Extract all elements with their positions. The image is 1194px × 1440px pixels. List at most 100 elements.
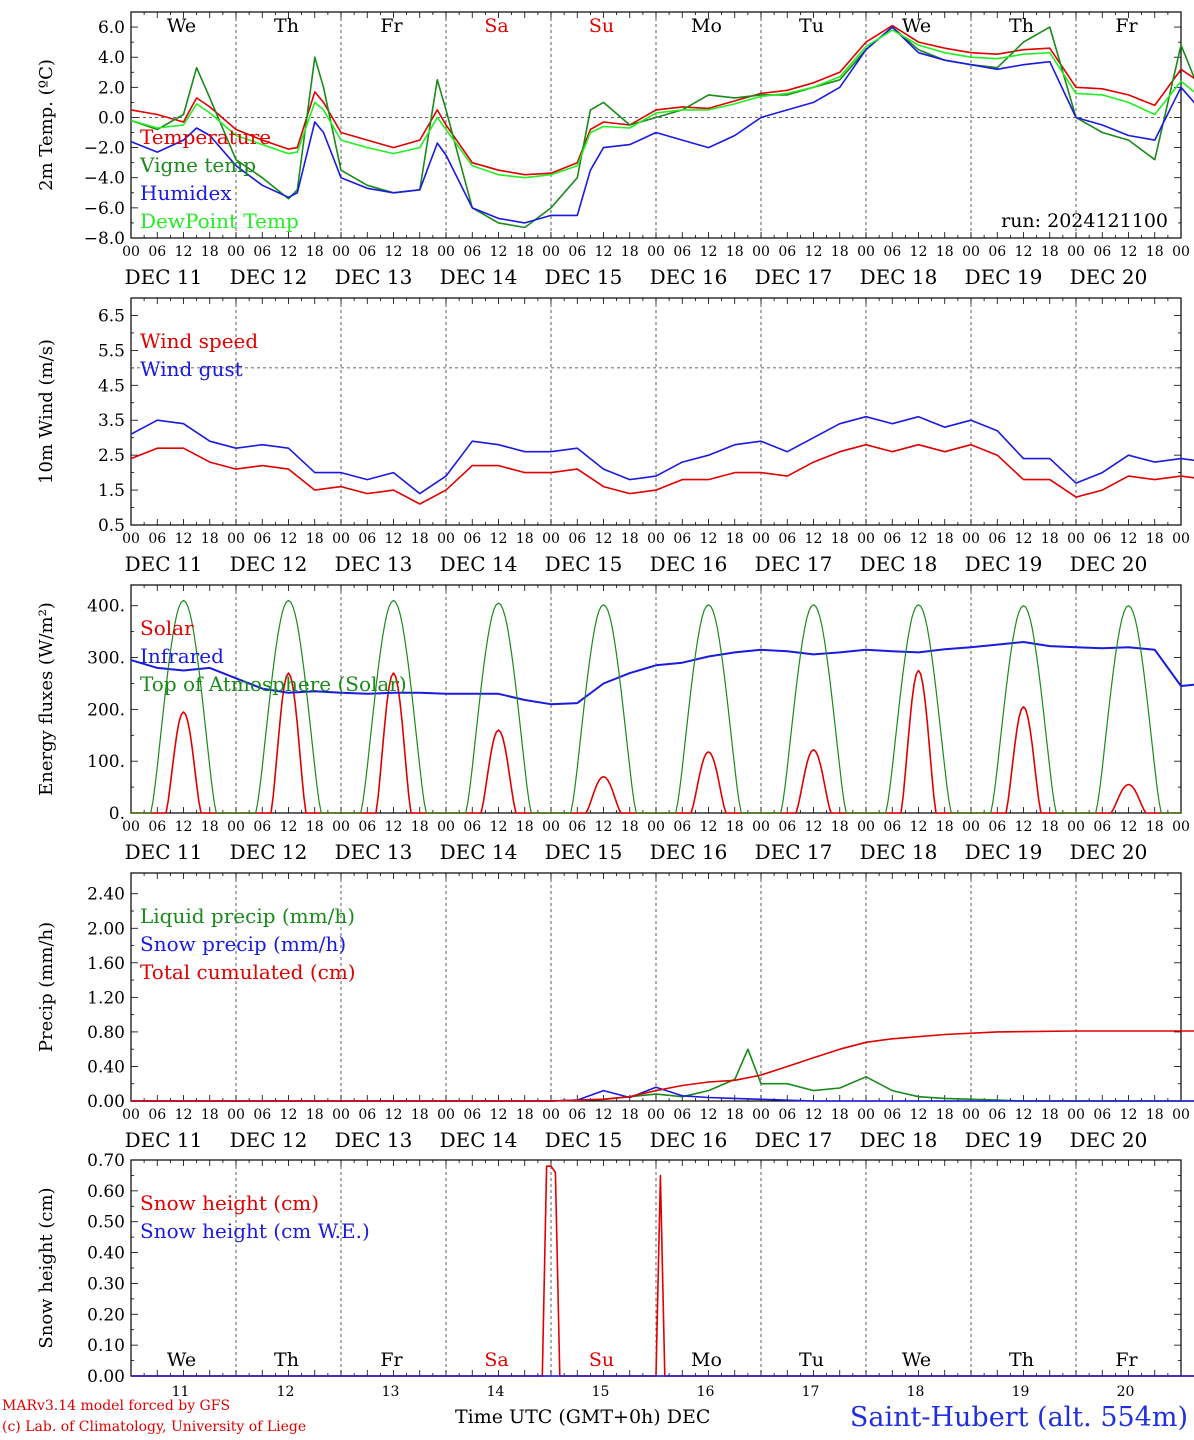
x-hour-label: 06: [253, 819, 271, 835]
x-day-label: DEC 15: [545, 1128, 623, 1152]
y-tick-label: 0.50: [87, 1213, 125, 1233]
y-tick-label: −6.0: [84, 199, 125, 219]
x-day-label: DEC 11: [125, 1128, 203, 1152]
x-day-label: DEC 11: [125, 840, 203, 864]
weekday-label: Sa: [484, 1349, 508, 1371]
y-tick-label: 1.60: [87, 954, 125, 974]
x-hour-label: 12: [1015, 244, 1033, 260]
panel-4: 0.00 0.40 0.80 1.20 1.60 2.00 2.40 Precip (mm/h…: [36, 872, 1194, 1152]
x-hour-label: 06: [253, 1107, 271, 1123]
x-day-label: DEC 19: [965, 552, 1043, 576]
x-hour-label: 06: [778, 244, 796, 260]
x-hour-label: 06: [358, 244, 376, 260]
x-hour-label: 00: [542, 244, 560, 260]
x-hour-label: 00: [1172, 819, 1190, 835]
x-hour-label: 18: [936, 1107, 954, 1123]
y-tick-label: 0.00: [87, 1367, 125, 1387]
x-day-number: 14: [487, 1384, 505, 1400]
x-hour-label: 06: [568, 819, 586, 835]
x-hour-label: 06: [568, 1107, 586, 1123]
x-hour-label: 12: [805, 1107, 823, 1123]
legend-entry: Solar: [140, 616, 194, 640]
x-hour-label: 00: [647, 531, 665, 547]
x-hour-label: 18: [516, 244, 534, 260]
x-hour-label: 06: [988, 819, 1006, 835]
x-hour-label: 00: [752, 244, 770, 260]
x-hour-label: 00: [542, 819, 560, 835]
y-tick-label: 0.40: [87, 1057, 125, 1077]
x-day-number: 11: [172, 1384, 190, 1400]
x-hour-label: 06: [568, 531, 586, 547]
y-tick-label: 400.: [87, 597, 125, 617]
x-day-number: 20: [1117, 1384, 1135, 1400]
y-tick-label: 1.5: [98, 481, 125, 501]
x-hour-label: 00: [122, 1107, 140, 1123]
x-hour-label: 06: [778, 1107, 796, 1123]
x-hour-label: 06: [463, 1107, 481, 1123]
x-hour-label: 12: [1015, 819, 1033, 835]
x-day-label: DEC 20: [1070, 552, 1148, 576]
series-liquid-precip-mm-h-: [131, 1048, 1194, 1102]
x-hour-label: 00: [857, 531, 875, 547]
x-hour-label: 12: [280, 819, 298, 835]
x-hour-label: 18: [516, 819, 534, 835]
x-hour-label: 12: [595, 1107, 613, 1123]
x-hour-label: 06: [358, 1107, 376, 1123]
legend-entry: Wind speed: [140, 329, 258, 353]
x-day-label: DEC 13: [335, 265, 413, 289]
x-hour-label: 06: [463, 244, 481, 260]
x-hour-label: 06: [988, 531, 1006, 547]
x-hour-label: 12: [175, 531, 193, 547]
x-day-label: DEC 20: [1070, 1128, 1148, 1152]
x-hour-label: 00: [1067, 819, 1085, 835]
x-hour-label: 12: [700, 1107, 718, 1123]
x-hour-label: 18: [1041, 819, 1059, 835]
y-tick-label: 2.40: [87, 885, 125, 905]
x-hour-label: 00: [437, 531, 455, 547]
legend-entry: Snow height (cm W.E.): [140, 1219, 370, 1243]
x-hour-label: 06: [883, 244, 901, 260]
panel-5: 0.00 0.10 0.20 0.30 0.40 0.50 0.60 0.70 Snow hei…: [36, 1151, 1194, 1400]
x-hour-label: 06: [1093, 531, 1111, 547]
x-hour-label: 00: [962, 244, 980, 260]
x-day-label: DEC 13: [335, 840, 413, 864]
x-day-label: DEC 18: [860, 265, 938, 289]
y-tick-label: 0.80: [87, 1023, 125, 1043]
x-hour-label: 18: [726, 1107, 744, 1123]
x-hour-label: 18: [831, 1107, 849, 1123]
weekday-label: Tu: [799, 15, 824, 37]
weekday-label: Tu: [799, 1349, 824, 1371]
x-hour-label: 18: [1041, 531, 1059, 547]
legend-entry: Total cumulated (cm): [140, 960, 356, 984]
x-hour-label: 12: [1120, 1107, 1138, 1123]
x-hour-label: 00: [122, 531, 140, 547]
panel-2: 0.5 1.5 2.5 3.5 4.5 5.5 6.5 10m Wind (m/s) Wind …: [36, 297, 1194, 576]
legend-entry: Humidex: [140, 181, 232, 205]
x-day-label: DEC 20: [1070, 265, 1148, 289]
x-hour-label: 06: [148, 244, 166, 260]
x-hour-label: 18: [1041, 244, 1059, 260]
legend-entry: Infrared: [140, 644, 224, 668]
weekday-label: Fr: [1115, 15, 1138, 37]
x-hour-label: 06: [883, 531, 901, 547]
x-day-number: 12: [277, 1384, 295, 1400]
x-hour-label: 12: [175, 819, 193, 835]
x-hour-label: 00: [332, 819, 350, 835]
x-day-number: 16: [697, 1384, 715, 1400]
x-hour-label: 18: [936, 819, 954, 835]
x-hour-label: 06: [778, 531, 796, 547]
x-hour-label: 06: [148, 819, 166, 835]
x-hour-label: 00: [332, 531, 350, 547]
x-hour-label: 00: [647, 244, 665, 260]
weekday-label: Su: [589, 1349, 614, 1371]
x-day-label: DEC 16: [650, 840, 728, 864]
x-day-number: 13: [382, 1384, 400, 1400]
weekday-label: Th: [1009, 1349, 1034, 1371]
legend-entry: Temperature: [140, 125, 271, 149]
x-hour-label: 18: [831, 531, 849, 547]
x-day-label: DEC 12: [230, 265, 308, 289]
y-tick-label: 2.00: [87, 919, 125, 939]
weekday-label: We: [902, 1349, 931, 1371]
x-hour-label: 00: [542, 531, 560, 547]
legend-entry: Liquid precip (mm/h): [140, 904, 355, 928]
